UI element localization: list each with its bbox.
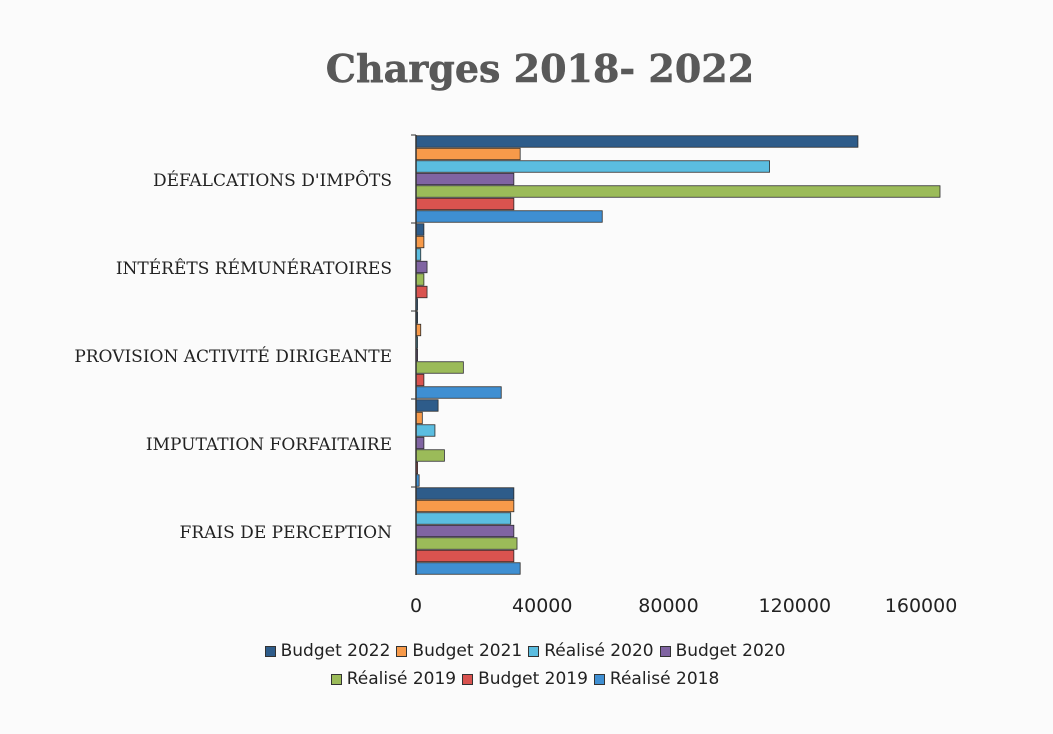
bar [415,386,502,399]
x-axis-ticks: 0 40000 80000 120000 160000 [410,595,957,617]
bar [415,424,436,437]
bar [415,436,425,450]
legend-swatch [528,645,540,657]
bar [415,197,515,211]
legend-item: Budget 2021 [396,641,522,661]
legend-label: Réalisé 2018 [609,669,720,689]
bar [415,285,428,299]
legend-label: Réalisé 2020 [544,641,654,661]
legend-item: Réalisé 2020 [528,641,654,661]
legend-item: Réalisé 2019 [330,669,457,689]
category-label: IMPUTATION FORFAITAIRE [146,435,392,455]
bar [415,223,425,236]
x-tick-label: 160000 [885,595,958,617]
x-tick-label: 0 [410,595,422,617]
bar [415,499,515,513]
legend-item: Réalisé 2018 [593,669,720,689]
x-tick-label: 80000 [638,595,698,617]
legend-swatch [330,673,342,685]
bar [415,361,464,374]
bar [415,160,770,173]
bar [415,411,423,425]
legend-swatch [659,645,671,657]
legend-item: Budget 2019 [462,669,588,689]
legend-label: Budget 2022 [280,641,391,661]
x-tick-label: 120000 [759,595,832,617]
category-label: INTÉRÊTS RÉMUNÉRATOIRES [116,258,392,279]
category-label: DÉFALCATIONS D'IMPÔTS [153,170,392,191]
legend-label: Budget 2021 [412,641,523,661]
bar [415,235,425,249]
bar [415,185,941,198]
category-labels: DÉFALCATIONS D'IMPÔTS INTÉRÊTS RÉMUNÉRATO… [74,134,416,543]
bar [415,260,428,274]
legend-swatch [396,645,408,657]
legend-item: Budget 2022 [264,641,391,661]
bar [415,147,521,161]
legend-swatch [462,673,474,685]
bars-group [415,135,941,575]
legend-swatch [264,645,276,657]
bar [415,512,512,525]
chart-title: Charges 2018- 2022 [326,46,754,91]
category-label: PROVISION ACTIVITÉ DIRIGEANTE [74,346,392,367]
bar [415,524,515,538]
bar [415,172,515,186]
bar [415,449,445,462]
legend-label: Budget 2019 [478,669,588,689]
legend-item: Budget 2020 [659,641,786,661]
legend-label: Budget 2020 [675,641,786,661]
bar [415,537,518,550]
bar [415,487,515,500]
bar [415,549,515,563]
bar [415,210,603,223]
bar [415,562,521,575]
bar [415,373,425,387]
legend-label: Réalisé 2019 [346,669,457,689]
bar [415,135,859,148]
legend-swatch [593,673,605,685]
x-tick-label: 40000 [512,595,572,617]
category-label: FRAIS DE PERCEPTION [180,523,393,543]
legend: Budget 2022 Budget 2021 Réalisé 2020 Budget… [228,641,828,689]
bar [415,399,439,412]
bar [415,273,425,286]
